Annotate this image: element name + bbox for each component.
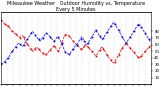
- Title: Milwaukee Weather   Outdoor Humidity vs. Temperature Every 5 Minutes: Milwaukee Weather Outdoor Humidity vs. T…: [7, 1, 145, 12]
